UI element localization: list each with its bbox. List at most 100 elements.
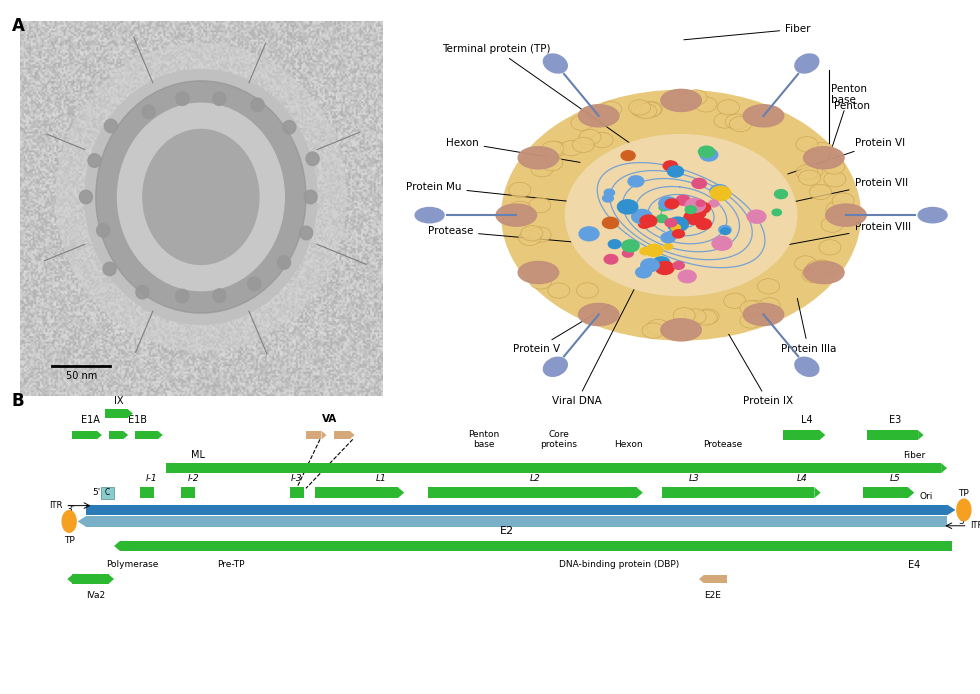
Circle shape xyxy=(659,197,677,210)
Text: L4: L4 xyxy=(801,415,812,425)
Ellipse shape xyxy=(714,113,736,128)
Ellipse shape xyxy=(673,307,695,323)
Circle shape xyxy=(671,224,680,231)
Polygon shape xyxy=(786,487,793,498)
Circle shape xyxy=(62,511,76,532)
Circle shape xyxy=(104,119,118,133)
Text: Core
proteins: Core proteins xyxy=(540,430,577,450)
Ellipse shape xyxy=(543,54,567,73)
Circle shape xyxy=(657,215,667,223)
Ellipse shape xyxy=(810,260,833,276)
Ellipse shape xyxy=(832,193,855,208)
Polygon shape xyxy=(398,487,404,498)
Bar xyxy=(306,431,321,439)
Text: Polymerase: Polymerase xyxy=(107,560,159,569)
Circle shape xyxy=(685,206,697,214)
Circle shape xyxy=(213,289,226,303)
Circle shape xyxy=(632,210,653,223)
Bar xyxy=(901,541,952,550)
Polygon shape xyxy=(77,516,86,527)
Circle shape xyxy=(956,499,971,520)
Circle shape xyxy=(772,209,781,216)
Text: E4: E4 xyxy=(908,560,920,570)
Bar xyxy=(73,575,105,584)
Ellipse shape xyxy=(600,101,621,117)
Circle shape xyxy=(656,262,674,274)
Text: Hexon: Hexon xyxy=(614,441,643,450)
Bar xyxy=(110,431,123,439)
Ellipse shape xyxy=(799,170,820,185)
Circle shape xyxy=(304,190,318,204)
Ellipse shape xyxy=(531,162,553,177)
Bar xyxy=(334,431,350,439)
Ellipse shape xyxy=(518,262,559,284)
Ellipse shape xyxy=(679,92,702,107)
Bar xyxy=(121,541,909,551)
Ellipse shape xyxy=(795,357,819,376)
Ellipse shape xyxy=(811,142,833,158)
Circle shape xyxy=(700,149,717,161)
Ellipse shape xyxy=(509,201,531,217)
Text: Penton
base: Penton base xyxy=(468,430,500,450)
Circle shape xyxy=(665,199,679,208)
Circle shape xyxy=(621,151,635,160)
Ellipse shape xyxy=(143,130,259,264)
Ellipse shape xyxy=(807,260,828,276)
Ellipse shape xyxy=(509,183,531,198)
Bar xyxy=(316,487,398,498)
Text: E1B: E1B xyxy=(128,415,147,425)
Ellipse shape xyxy=(572,137,594,153)
Polygon shape xyxy=(109,575,114,584)
Polygon shape xyxy=(321,431,326,439)
Bar xyxy=(662,487,786,498)
Text: ML: ML xyxy=(191,450,205,459)
Text: Penton
base: Penton base xyxy=(826,83,867,164)
Ellipse shape xyxy=(56,43,346,350)
Ellipse shape xyxy=(635,103,657,119)
Ellipse shape xyxy=(685,90,708,105)
Bar xyxy=(867,430,918,440)
Ellipse shape xyxy=(640,101,662,117)
Ellipse shape xyxy=(821,217,843,232)
Ellipse shape xyxy=(416,208,444,223)
Polygon shape xyxy=(114,541,121,551)
Circle shape xyxy=(720,228,730,235)
Ellipse shape xyxy=(697,309,719,324)
Circle shape xyxy=(653,257,669,269)
Circle shape xyxy=(603,217,618,228)
Text: 5': 5' xyxy=(92,488,100,497)
Circle shape xyxy=(283,121,296,134)
Text: IX: IX xyxy=(114,396,123,406)
Ellipse shape xyxy=(826,201,848,217)
Circle shape xyxy=(617,200,638,214)
Ellipse shape xyxy=(809,185,831,200)
Ellipse shape xyxy=(740,313,761,328)
Bar xyxy=(181,487,195,498)
Circle shape xyxy=(659,205,668,211)
Circle shape xyxy=(640,215,657,227)
Text: L4: L4 xyxy=(797,473,808,482)
Circle shape xyxy=(609,239,621,248)
Text: ITR: ITR xyxy=(49,501,63,510)
Ellipse shape xyxy=(518,230,541,246)
Ellipse shape xyxy=(823,159,845,174)
Ellipse shape xyxy=(518,146,559,169)
Text: E1A: E1A xyxy=(81,415,100,425)
Circle shape xyxy=(628,176,644,187)
Polygon shape xyxy=(907,487,914,498)
Ellipse shape xyxy=(724,293,746,308)
Ellipse shape xyxy=(745,301,766,316)
Ellipse shape xyxy=(918,208,947,223)
Polygon shape xyxy=(127,409,133,418)
Ellipse shape xyxy=(545,142,566,157)
Ellipse shape xyxy=(561,141,582,156)
Circle shape xyxy=(300,226,313,239)
Text: Terminal protein (TP): Terminal protein (TP) xyxy=(442,44,644,153)
Ellipse shape xyxy=(758,279,779,294)
Ellipse shape xyxy=(548,283,569,298)
Ellipse shape xyxy=(571,115,593,130)
Ellipse shape xyxy=(717,100,740,115)
Text: Fiber: Fiber xyxy=(904,450,925,459)
Bar xyxy=(140,487,154,498)
Circle shape xyxy=(696,219,711,229)
